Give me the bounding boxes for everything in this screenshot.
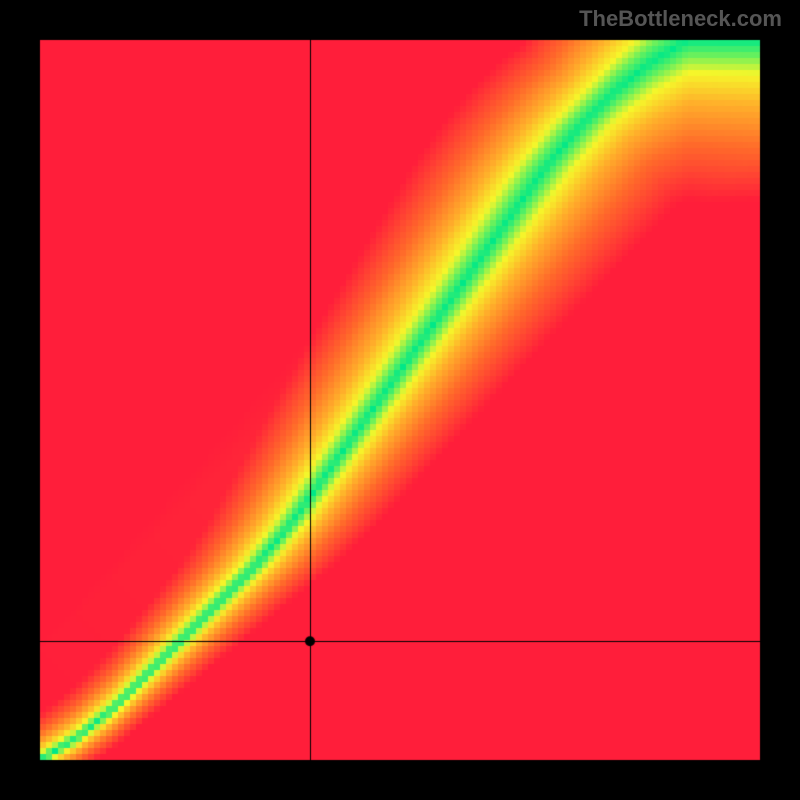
bottleneck-heatmap <box>0 0 800 800</box>
watermark-text: TheBottleneck.com <box>579 6 782 32</box>
chart-container: { "canvas": { "width": 800, "height": 80… <box>0 0 800 800</box>
